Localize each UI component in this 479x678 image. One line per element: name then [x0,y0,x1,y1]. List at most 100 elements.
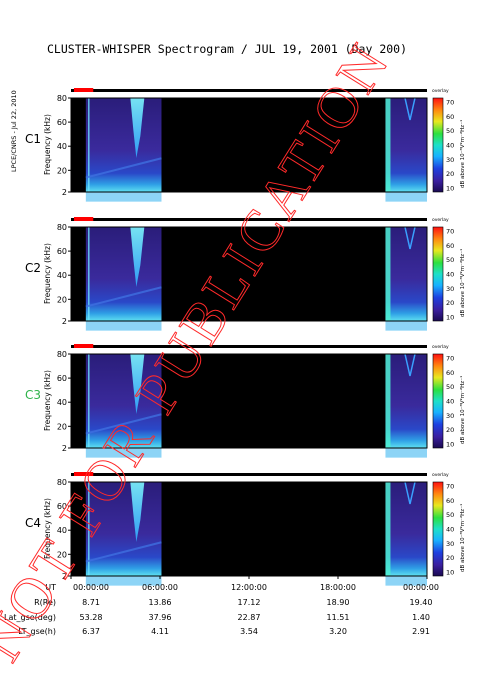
colorbar-label: dB above 10⁻⁸V²m⁻²Hz⁻¹ [459,504,466,572]
status-bar [71,345,427,348]
low-freq-band [385,576,427,586]
spectrum-block [385,482,427,576]
colorbar-label: dB above 10⁻⁸V²m⁻²Hz⁻¹ [459,120,466,188]
y-tick-label: 80 [57,350,67,359]
block-edge-band [385,98,391,192]
colorbar-tick: 50 [446,511,454,519]
spectrum-block [385,98,427,192]
block-edge-band [385,482,391,576]
low-freq-band [85,448,162,458]
orbit-cell: 8.71 [82,598,100,607]
emission-spike [130,98,145,158]
mode-label: overlay [432,344,449,350]
panel-c2: overlay 2 20 40 60 80 Frequency (kHz)C2 70 60 50 4… [25,217,466,331]
orbit-cell: 00:00:00 [403,583,439,592]
plot-frame [70,353,428,449]
orbit-cell: 1.40 [412,613,430,622]
orbit-cell: 37.96 [149,613,172,622]
y-tick-label: 40 [57,271,67,280]
panel-name: C1 [25,132,41,146]
figure-title: CLUSTER-WHISPER Spectrogram / JUL 19, 20… [47,42,407,56]
low-freq-band [385,192,427,202]
emission-streak [404,353,416,377]
mode-label: overlay [432,88,449,94]
colorbar-tick: 40 [446,398,454,406]
spectrum-block [85,98,162,192]
orbit-cell: 19.40 [410,598,433,607]
y-tick-label: 60 [57,247,67,256]
colorbar-tick: 20 [446,554,454,562]
colorbar-tick: 10 [446,441,454,449]
colorbar-tick: 60 [446,369,454,377]
panel-name: C3 [25,388,41,402]
orbit-row-label: UT [45,583,56,592]
status-bar-marker [73,472,94,476]
colorbar-tick: 60 [446,497,454,505]
y-axis-label: Frequency (kHz) [43,243,52,304]
colorbar-tick: 50 [446,256,454,264]
colorbar-label: dB above 10⁻⁸V²m⁻²Hz⁻¹ [459,376,466,444]
low-freq-band [385,321,427,331]
orbit-table: UT 00:00:00 06:00:00 12:00:00 18:00:00 00:00:… [4,583,439,636]
colorbar [432,226,444,322]
status-bar-marker [73,217,94,221]
orbit-cell: 4.11 [151,627,169,636]
low-freq-band [85,576,162,586]
status-bar [71,89,427,92]
y-tick-label: 20 [57,295,67,304]
orbit-cell: 11.51 [327,613,350,622]
y-axis-label: Frequency (kHz) [43,114,52,175]
colorbar-tick: 30 [446,285,454,293]
plot-frame [70,97,428,193]
status-bar [71,218,427,221]
colorbar-tick: 40 [446,526,454,534]
colorbar-tick: 60 [446,242,454,250]
status-bar-marker [73,344,94,348]
orbit-cell: 2.91 [412,627,430,636]
emission-streak [404,97,416,121]
emission-spike [130,227,145,287]
colorbar-tick: 10 [446,185,454,193]
orbit-row-label: R(Re) [34,598,56,607]
y-tick-label: 60 [57,502,67,511]
colorbar-tick: 20 [446,299,454,307]
y-tick-label: 40 [57,398,67,407]
colorbar [432,97,444,193]
orbit-row-label: LT_gse(h) [18,627,56,636]
colorbar-tick: 50 [446,127,454,135]
plasma-line [85,286,162,308]
orbit-cell: 13.86 [149,598,172,607]
plot-frame [70,226,428,322]
spectrum-block [385,354,427,448]
colorbar-tick: 30 [446,540,454,548]
status-bar-marker [73,88,94,92]
panel-name: C2 [25,261,41,275]
orbit-cell: 18.90 [327,598,350,607]
panel-c3: overlay 2 20 40 60 80 Frequency (kHz)C3 70 60 50 4… [25,344,466,458]
colorbar-tick: 40 [446,142,454,150]
y-tick-label: 60 [57,118,67,127]
mode-label: overlay [432,217,449,223]
orbit-cell: 53.28 [80,613,103,622]
low-freq-band [385,448,427,458]
colorbar [432,353,444,449]
orbit-cell: 06:00:00 [142,583,178,592]
orbit-cell: 12:00:00 [231,583,267,592]
spectrum-block [85,354,162,448]
y-tick-label: 80 [57,223,67,232]
colorbar-tick: 10 [446,314,454,322]
y-tick-label: 80 [57,94,67,103]
orbit-row-label: Lat_gse(deg) [4,613,56,622]
emission-streak [404,226,416,250]
block-edge-band [385,227,391,321]
colorbar-tick: 70 [446,483,454,491]
colorbar-tick: 60 [446,113,454,121]
plasma-line [85,157,162,179]
colorbar-tick: 50 [446,383,454,391]
y-tick-label: 2 [62,444,67,453]
colorbar-tick: 10 [446,569,454,577]
orbit-cell: 00:00:00 [73,583,109,592]
mode-label: overlay [432,472,449,478]
